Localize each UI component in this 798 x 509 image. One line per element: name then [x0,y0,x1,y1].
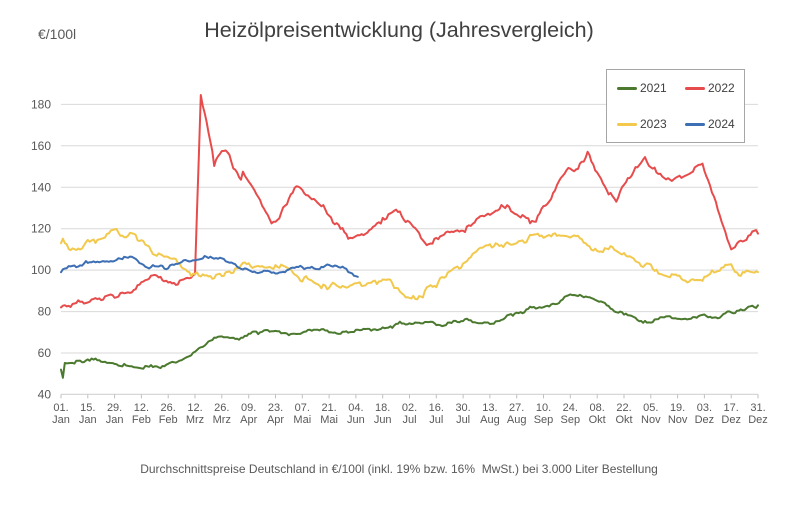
svg-text:Nov: Nov [668,414,688,426]
svg-text:Okt: Okt [615,414,632,426]
svg-text:16.: 16. [429,402,444,414]
svg-text:Mrz: Mrz [186,414,204,426]
svg-text:120: 120 [31,222,51,236]
svg-text:01.: 01. [53,402,68,414]
svg-text:Jul: Jul [402,414,416,426]
svg-text:140: 140 [31,180,51,194]
svg-text:12.: 12. [134,402,149,414]
svg-text:05.: 05. [643,402,658,414]
svg-text:22.: 22. [616,402,631,414]
svg-text:Sep: Sep [561,414,581,426]
svg-text:Mrz: Mrz [213,414,231,426]
svg-text:Apr: Apr [267,414,284,426]
svg-text:Jul: Jul [429,414,443,426]
svg-text:26.: 26. [214,402,229,414]
svg-text:10.: 10. [536,402,551,414]
svg-text:03.: 03. [697,402,712,414]
svg-text:60: 60 [38,346,52,360]
svg-text:Jan: Jan [79,414,97,426]
svg-text:04.: 04. [348,402,363,414]
svg-text:29.: 29. [107,402,122,414]
svg-text:13.: 13. [482,402,497,414]
svg-text:23.: 23. [268,402,283,414]
svg-text:09.: 09. [241,402,256,414]
svg-text:Jun: Jun [374,414,392,426]
svg-text:Dez: Dez [695,414,715,426]
svg-text:Feb: Feb [132,414,151,426]
svg-text:160: 160 [31,139,51,153]
svg-text:12.: 12. [187,402,202,414]
svg-text:Nov: Nov [641,414,661,426]
svg-text:Mai: Mai [293,414,311,426]
svg-text:100: 100 [31,263,51,277]
svg-text:30.: 30. [455,402,470,414]
svg-text:Okt: Okt [589,414,606,426]
svg-text:26.: 26. [161,402,176,414]
svg-text:Feb: Feb [159,414,178,426]
svg-text:07.: 07. [295,402,310,414]
svg-text:Mai: Mai [320,414,338,426]
svg-text:24.: 24. [563,402,578,414]
svg-text:Apr: Apr [240,414,257,426]
svg-text:Jan: Jan [52,414,70,426]
svg-text:40: 40 [38,387,52,401]
svg-text:21.: 21. [321,402,336,414]
svg-text:15.: 15. [80,402,95,414]
svg-text:Aug: Aug [480,414,500,426]
svg-text:180: 180 [31,97,51,111]
svg-text:Dez: Dez [721,414,741,426]
svg-text:Sep: Sep [534,414,554,426]
svg-text:02.: 02. [402,402,417,414]
svg-text:08.: 08. [590,402,605,414]
svg-text:80: 80 [38,305,52,319]
svg-text:31.: 31. [750,402,765,414]
svg-text:17.: 17. [724,402,739,414]
svg-text:Jul: Jul [456,414,470,426]
svg-text:Aug: Aug [507,414,527,426]
svg-text:Jan: Jan [106,414,124,426]
svg-text:Jun: Jun [347,414,365,426]
svg-text:27.: 27. [509,402,524,414]
svg-text:18.: 18. [375,402,390,414]
svg-text:Dez: Dez [748,414,768,426]
svg-text:19.: 19. [670,402,685,414]
